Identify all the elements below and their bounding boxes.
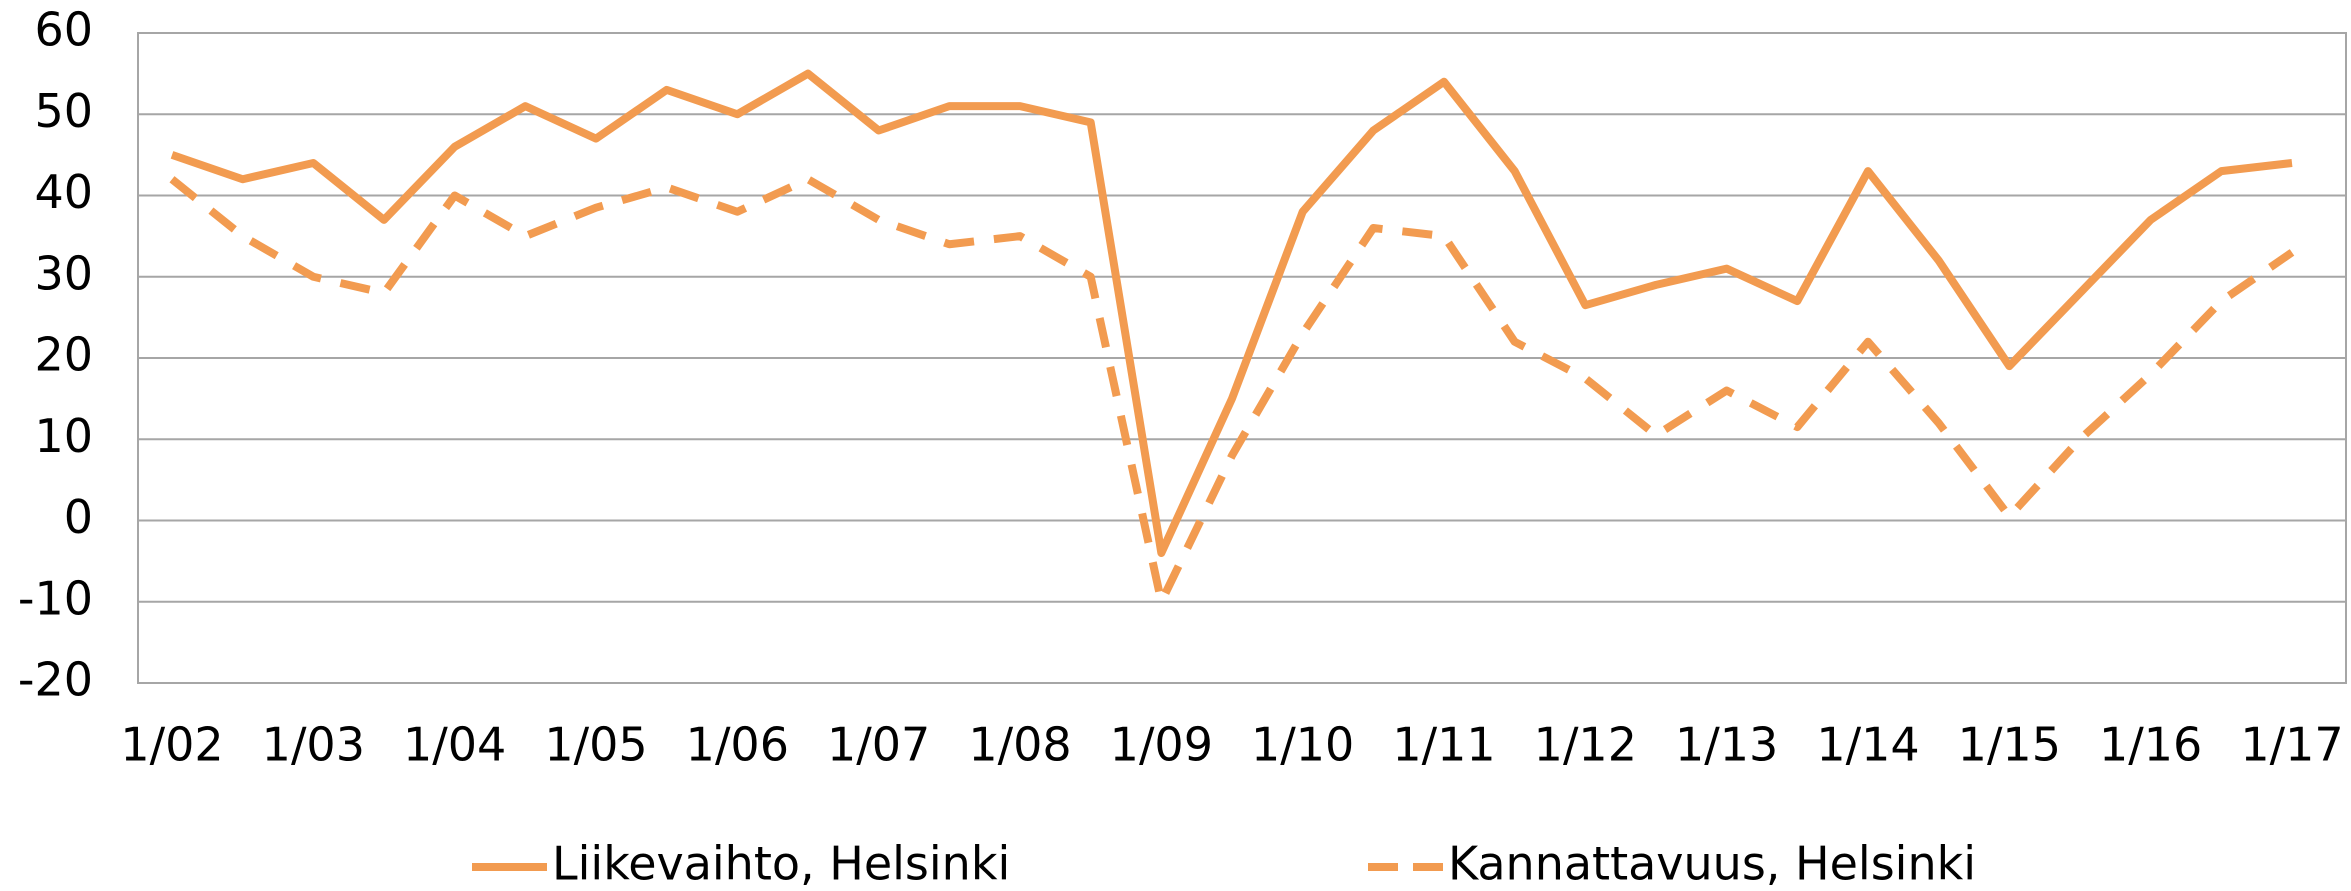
y-tick-label: 0 — [64, 490, 93, 544]
x-tick-label: 1/12 — [1534, 718, 1637, 772]
legend-label: Liikevaihto, Helsinki — [552, 837, 1010, 891]
y-tick-label: 40 — [34, 165, 93, 219]
y-tick-label: -10 — [18, 571, 93, 625]
x-tick-label: 1/04 — [403, 718, 506, 772]
x-tick-label: 1/14 — [1816, 718, 1919, 772]
x-tick-label: 1/16 — [2099, 718, 2202, 772]
legend-label: Kannattavuus, Helsinki — [1448, 837, 1976, 891]
x-tick-label: 1/10 — [1251, 718, 1354, 772]
x-tick-label: 1/05 — [544, 718, 647, 772]
x-tick-label: 1/07 — [827, 718, 930, 772]
y-tick-label: 50 — [34, 84, 93, 138]
x-tick-label: 1/15 — [1958, 718, 2061, 772]
series-line — [169, 175, 2295, 606]
x-tick-label: 1/06 — [686, 718, 789, 772]
x-tick-label: 1/11 — [1392, 718, 1495, 772]
x-tick-label: 1/03 — [262, 718, 365, 772]
x-tick-label: 1/02 — [120, 718, 223, 772]
x-tick-label: 1/09 — [1110, 718, 1213, 772]
y-tick-label: 10 — [34, 409, 93, 463]
y-tick-label: -20 — [18, 653, 93, 707]
x-tick-label: 1/08 — [968, 718, 1071, 772]
series-line — [170, 69, 2293, 557]
plot-border — [137, 32, 2347, 684]
y-tick-label: 20 — [34, 328, 93, 382]
y-tick-label: 30 — [34, 246, 93, 300]
x-tick-label: 1/13 — [1675, 718, 1778, 772]
y-tick-label: 60 — [34, 3, 93, 57]
x-tick-label: 1/17 — [2240, 718, 2343, 772]
